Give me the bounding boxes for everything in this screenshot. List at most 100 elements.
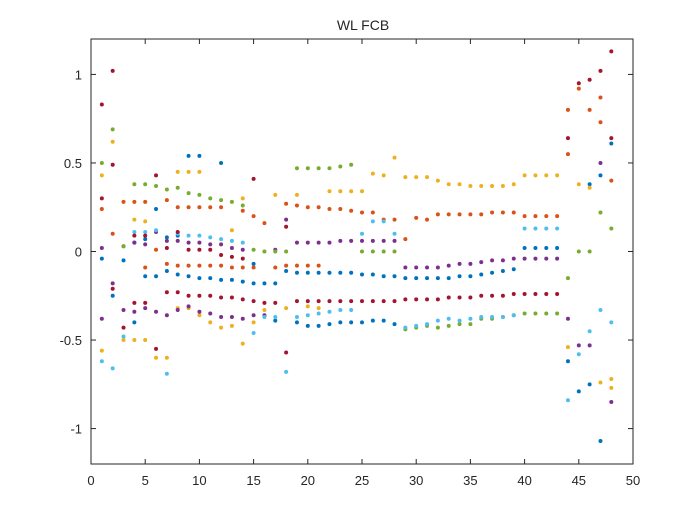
data-point [360,249,364,254]
data-point [403,237,408,242]
data-point [555,292,560,296]
data-point [164,235,169,240]
data-point [164,371,169,376]
data-point [457,318,462,323]
data-point [490,293,495,298]
data-point [175,230,180,235]
data-point [99,173,104,178]
data-point [338,320,343,325]
data-point [208,276,213,281]
data-point [164,268,169,273]
data-point [175,205,180,210]
data-point [576,343,581,348]
data-point [349,270,354,275]
data-point [186,191,191,196]
data-point [414,323,419,328]
data-point [522,245,527,250]
data-point [316,311,321,316]
data-point [110,231,115,236]
data-point [381,238,386,243]
data-point [349,189,354,194]
data-point [533,226,538,231]
data-point [598,120,603,125]
data-point [121,244,126,249]
data-point [565,398,570,403]
data-point [349,162,354,167]
data-point [338,299,343,304]
data-point [360,189,364,194]
data-point [609,178,614,183]
data-point [522,311,527,316]
data-point [609,226,614,231]
data-point [316,323,321,328]
data-point [457,261,462,266]
data-point [143,230,148,235]
data-point [121,325,126,330]
y-tick-label: 1 [75,67,82,82]
data-point [273,315,278,320]
series-4 [99,160,614,405]
data-point [327,166,332,171]
data-point [99,207,104,211]
data-point [251,330,256,335]
data-point [544,173,549,178]
data-point [251,214,256,219]
data-point [587,343,592,348]
data-point [110,286,115,291]
data-point [392,231,397,236]
data-point [360,299,364,304]
data-point [414,215,419,220]
x-tick-label: 0 [87,473,94,488]
data-point [609,141,614,146]
data-point [392,299,397,304]
data-point [479,272,484,277]
data-point [576,352,581,357]
y-axis: -1 -0.5 0 0.5 1 [60,67,633,437]
data-point [175,307,180,312]
data-point [229,228,234,233]
data-point [370,249,375,254]
data-point [208,320,213,325]
data-point [251,299,256,304]
data-point [435,212,440,217]
data-point [154,173,159,178]
data-point [175,290,180,295]
data-point [490,183,495,188]
data-point [121,338,126,343]
data-point [143,338,148,343]
data-point [305,240,310,245]
data-point [99,245,104,250]
data-point [457,274,462,279]
data-point [186,153,191,158]
data-point [110,281,115,286]
data-point [544,311,549,316]
data-point [284,217,289,222]
data-point [457,295,462,300]
data-point [175,263,180,268]
x-tick-label: 15 [246,473,260,488]
data-point [229,245,234,250]
data-point [110,127,115,132]
data-point [273,249,278,254]
data-point [154,274,159,279]
data-point [110,139,115,144]
data-point [240,203,245,208]
data-point [533,311,538,316]
data-point [349,208,354,213]
data-point [490,315,495,320]
data-point [609,400,614,405]
series-7 [99,49,614,355]
data-point [164,313,169,318]
data-point [479,212,484,217]
data-point [435,265,440,270]
series-2 [99,86,614,270]
data-point [294,192,299,197]
y-tick-label: -0.5 [60,333,82,348]
data-point [305,299,310,304]
data-point [229,315,234,320]
data-point [381,249,386,254]
data-point [609,320,614,325]
data-point [208,247,213,252]
plot-data-points [99,49,614,443]
data-point [186,233,191,238]
